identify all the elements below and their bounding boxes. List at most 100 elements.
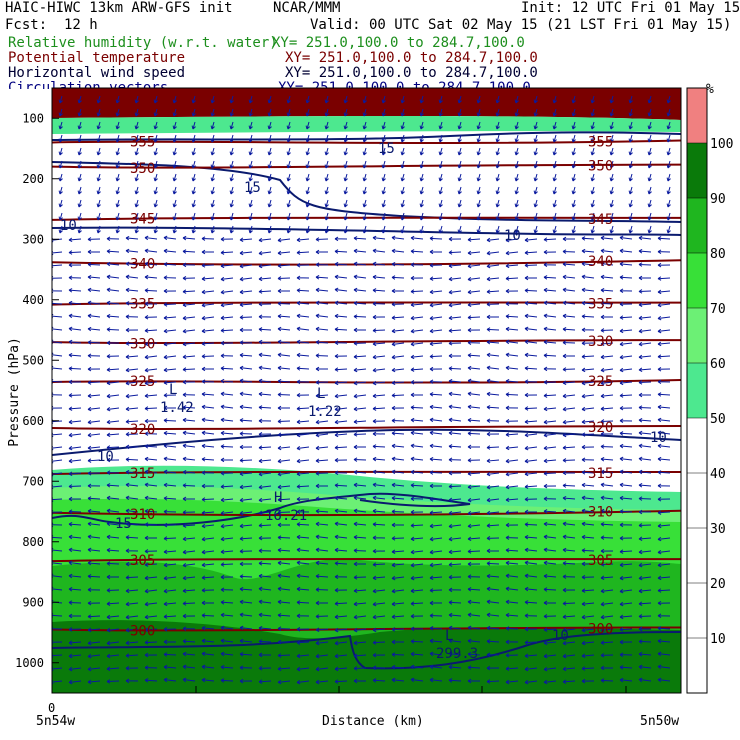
circulation-vector (391, 627, 405, 632)
circulation-vector (581, 314, 595, 319)
circulation-vector (125, 380, 139, 386)
circulation-vector (125, 614, 139, 620)
circulation-vector (106, 470, 120, 475)
circulation-vector (628, 225, 633, 234)
circulation-vector (391, 443, 405, 449)
circulation-vector (486, 405, 500, 410)
circulation-vector (220, 664, 234, 670)
circulation-vector (68, 393, 82, 398)
circulation-vector (619, 509, 633, 514)
circulation-vector (429, 600, 443, 606)
circulation-vector (115, 212, 120, 221)
circulation-vector (467, 327, 481, 333)
circulation-vector (106, 640, 120, 646)
circulation-vector (106, 666, 120, 671)
circulation-vector (581, 432, 595, 437)
circulation-vector (144, 535, 158, 541)
circulation-vector (372, 665, 386, 671)
circulation-vector (125, 666, 139, 671)
circulation-vector (543, 600, 557, 606)
circulation-vector (286, 212, 291, 221)
circulation-vector (315, 496, 329, 501)
circulation-vector (524, 679, 538, 685)
circulation-vector (362, 121, 367, 130)
circulation-vector (106, 521, 120, 527)
circulation-vector (429, 588, 443, 593)
circulation-vector (429, 562, 443, 568)
circulation-vector (201, 366, 215, 372)
circulation-vector (543, 262, 557, 268)
circulation-vector (77, 134, 82, 143)
circulation-vector (201, 562, 215, 568)
circulation-vector (324, 173, 329, 182)
circulation-vector (419, 199, 424, 208)
circulation-vector (419, 173, 424, 182)
circulation-vector (486, 289, 500, 294)
circulation-vector (182, 417, 196, 423)
theta-contour-label: 330 (130, 336, 155, 352)
y-tick-label: 600 (22, 414, 44, 428)
circulation-vector (182, 575, 196, 581)
colorbar-tick-label: 10 (710, 632, 726, 647)
circulation-vector (277, 547, 291, 553)
circulation-vector (87, 380, 101, 385)
circulation-vector (201, 536, 215, 542)
circulation-vector (353, 380, 367, 386)
circulation-vector (666, 173, 671, 182)
circulation-vector (609, 160, 614, 169)
circulation-vector (410, 417, 424, 423)
circulation-vector (457, 160, 462, 169)
colorbar-tick-label: 80 (710, 247, 726, 262)
circulation-vector (429, 677, 443, 683)
circulation-vector (524, 522, 538, 527)
circulation-vector (210, 134, 215, 143)
circulation-vector (258, 471, 272, 477)
circulation-vector (533, 95, 538, 104)
circulation-vector (296, 392, 310, 398)
y-tick-label: 700 (22, 474, 44, 488)
circulation-vector (609, 134, 614, 143)
circulation-vector (391, 536, 405, 541)
circulation-vector (286, 199, 291, 208)
circulation-vector (372, 274, 386, 280)
circulation-vector (220, 536, 234, 542)
colorbar-level (687, 198, 707, 253)
circulation-vector (163, 601, 177, 607)
circulation-vector (552, 186, 557, 195)
circulation-vector (239, 497, 253, 503)
theta-contour-label: 340 (588, 254, 613, 270)
circulation-vector (638, 523, 652, 528)
circulation-vector (600, 575, 614, 581)
circulation-vector (457, 173, 462, 182)
circulation-vector (657, 626, 671, 631)
field-wind-xy: XY= 251.0,100.0 to 284.7,100.0 (285, 65, 538, 81)
circulation-vector (400, 95, 405, 104)
circulation-vector (172, 225, 177, 234)
circulation-vector (638, 549, 652, 555)
circulation-vector (258, 365, 272, 371)
circulation-vector (533, 199, 538, 208)
circulation-vector (486, 391, 500, 397)
circulation-vector (533, 121, 538, 130)
extremum-value: 1.42 (160, 400, 194, 416)
circulation-vector (220, 276, 234, 282)
circulation-vector (153, 225, 158, 234)
circulation-vector (87, 679, 101, 685)
circulation-vector (362, 134, 367, 143)
circulation-vector (638, 328, 652, 334)
circulation-vector (296, 288, 310, 293)
circulation-vector (343, 121, 348, 130)
circulation-vector (410, 626, 424, 632)
circulation-vector (315, 509, 329, 514)
circulation-vector (87, 393, 101, 399)
circulation-vector (486, 573, 500, 579)
colorbar-tick-label: 30 (710, 522, 726, 537)
circulation-vector (286, 173, 291, 182)
circulation-vector (609, 212, 614, 221)
circulation-vector (533, 160, 538, 169)
circulation-vector (581, 653, 595, 659)
circulation-vector (324, 147, 329, 156)
circulation-vector (495, 134, 500, 143)
